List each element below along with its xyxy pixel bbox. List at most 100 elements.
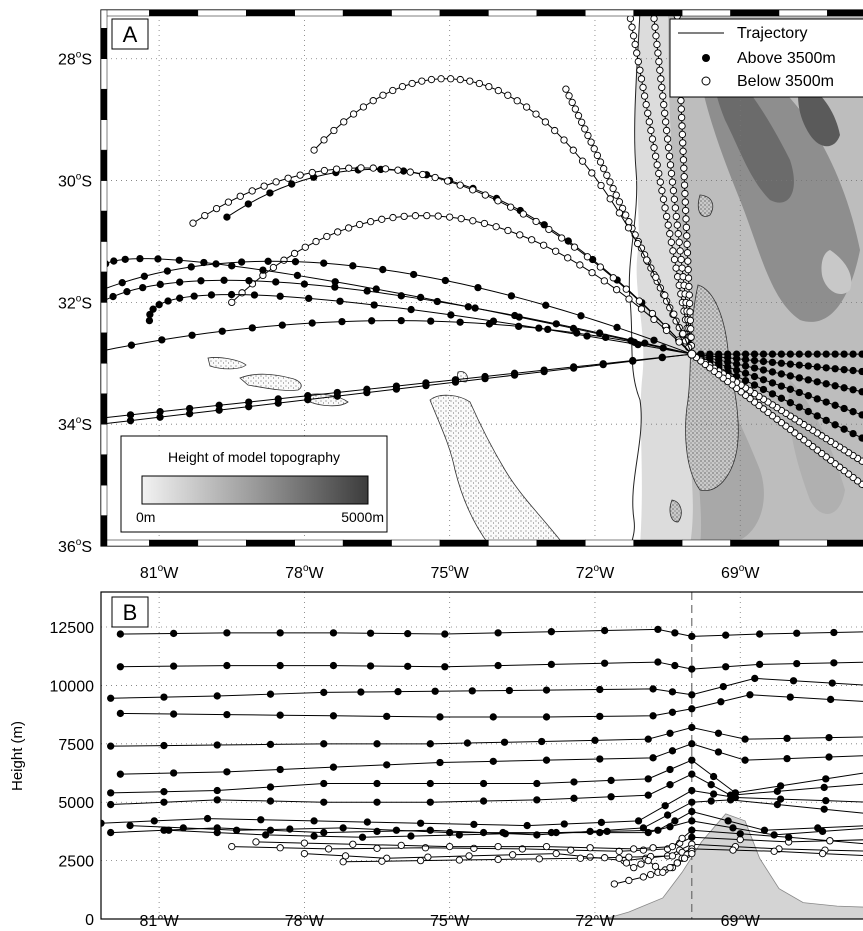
trajectory-point <box>175 256 183 264</box>
profile-point <box>329 763 338 771</box>
trajectory-point <box>813 412 821 420</box>
profile-point <box>741 735 749 743</box>
profile-point <box>465 852 473 860</box>
trajectory-point <box>648 135 657 143</box>
profile-point <box>688 833 696 841</box>
profile-point <box>310 832 318 840</box>
y-tick-label: 34oS <box>58 415 92 434</box>
trajectory-point <box>456 318 464 326</box>
border-segment <box>585 539 634 547</box>
profile-point <box>266 690 275 698</box>
trajectory-point <box>679 147 687 155</box>
trajectory-point <box>759 385 768 394</box>
trajectory-point <box>840 366 848 374</box>
trajectory-point <box>333 392 341 400</box>
trajectory-point <box>804 392 812 400</box>
profile-point <box>426 826 434 834</box>
profile-point <box>479 797 488 805</box>
trajectory-point <box>475 79 484 88</box>
trajectory-point <box>600 277 608 285</box>
profile-point <box>818 827 827 836</box>
trajectory-point <box>558 234 566 242</box>
trajectory-point <box>392 385 401 393</box>
profile-point <box>755 660 764 669</box>
trajectory-point <box>840 404 848 413</box>
trajectory-point <box>658 353 666 362</box>
profile-point <box>825 733 833 742</box>
profile-point <box>783 754 791 763</box>
trajectory-point <box>379 91 387 99</box>
trajectory-point <box>656 178 664 186</box>
trajectory-point <box>647 126 655 135</box>
trajectory-point <box>389 213 397 222</box>
trajectory-point <box>786 399 795 407</box>
profile-point <box>463 739 472 747</box>
profile-point <box>424 853 432 861</box>
profile-point <box>363 818 372 826</box>
profile-point <box>262 831 270 839</box>
profile-point <box>688 723 696 732</box>
trajectory-point <box>630 338 639 346</box>
profile-point <box>468 687 476 695</box>
profile-point <box>591 736 599 744</box>
profile-point <box>678 834 686 843</box>
terrain-profile <box>604 813 863 919</box>
border-segment <box>100 423 108 455</box>
trajectory-point <box>631 40 639 49</box>
trajectory-point <box>622 211 630 219</box>
profile-point <box>688 705 696 713</box>
trajectory-point <box>369 164 377 172</box>
trajectory-point <box>492 223 500 231</box>
trajectory-point <box>320 259 328 267</box>
trajectory-point <box>437 75 445 83</box>
profile-point <box>257 816 265 824</box>
trajectory-point <box>577 312 585 320</box>
trajectory-point <box>323 232 331 241</box>
trajectory-point <box>340 118 348 126</box>
border-segment <box>585 9 634 17</box>
profile-point <box>570 778 578 786</box>
profile-point <box>649 754 657 762</box>
profile-point <box>680 854 689 862</box>
profile-point <box>494 661 502 670</box>
profile-point <box>688 826 696 834</box>
profile-point <box>741 756 749 764</box>
trajectory-point <box>494 86 502 95</box>
profile-point <box>560 820 568 828</box>
profile-point <box>320 688 328 697</box>
profile-point <box>373 844 381 852</box>
trajectory-point <box>686 308 694 316</box>
profile-point <box>709 772 718 781</box>
trajectory-point <box>768 358 777 367</box>
trajectory-point <box>687 325 695 333</box>
profile-point <box>630 845 638 853</box>
profile-point <box>383 712 391 721</box>
trajectory-point <box>507 292 516 300</box>
border-segment <box>100 515 108 547</box>
profile-point <box>822 797 830 805</box>
trajectory-point <box>666 230 674 238</box>
profile-point <box>213 796 221 804</box>
profile-point <box>793 629 801 637</box>
profile-point <box>276 711 284 719</box>
border-segment <box>100 58 108 90</box>
border-segment <box>342 539 392 547</box>
trajectory-point <box>650 144 658 152</box>
profile-point <box>518 845 526 853</box>
trajectory-point <box>629 32 638 40</box>
trajectory-point <box>516 231 524 239</box>
trajectory-point <box>522 103 531 111</box>
trajectory-point <box>528 236 536 244</box>
trajectory-point <box>678 264 686 272</box>
trajectory-point <box>215 406 223 414</box>
profile-point <box>596 685 604 694</box>
profile-point <box>596 755 604 763</box>
trajectory-point <box>149 305 157 313</box>
trajectory-point <box>858 388 863 396</box>
trajectory-point <box>369 97 377 105</box>
trajectory-point <box>777 370 786 378</box>
trajectory-point <box>542 301 550 309</box>
trajectory-point <box>379 265 387 274</box>
profile-point <box>600 854 609 862</box>
x-tick-label: 78oW <box>285 563 324 582</box>
